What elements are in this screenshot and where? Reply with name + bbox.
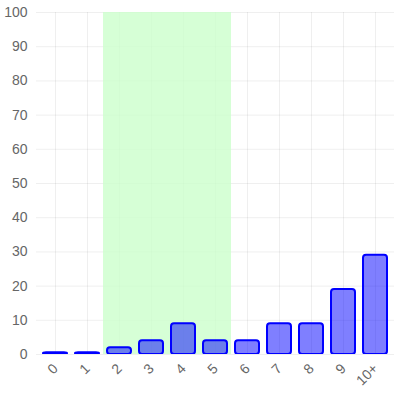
svg-text:8: 8: [300, 360, 317, 377]
svg-text:100: 100: [4, 4, 28, 20]
svg-text:30: 30: [12, 243, 28, 259]
svg-text:6: 6: [236, 360, 253, 377]
svg-text:9: 9: [332, 360, 349, 377]
svg-text:0: 0: [44, 360, 61, 377]
svg-text:50: 50: [12, 175, 28, 191]
svg-text:70: 70: [12, 107, 28, 123]
svg-text:5: 5: [204, 360, 221, 377]
svg-text:4: 4: [172, 360, 189, 377]
svg-text:90: 90: [12, 38, 28, 54]
svg-text:1: 1: [76, 360, 93, 377]
svg-text:20: 20: [12, 278, 28, 294]
svg-text:60: 60: [12, 141, 28, 157]
svg-text:80: 80: [12, 72, 28, 88]
svg-text:3: 3: [140, 360, 157, 377]
svg-text:10+: 10+: [353, 360, 381, 388]
svg-text:7: 7: [268, 360, 285, 377]
svg-text:10: 10: [12, 312, 28, 328]
svg-text:40: 40: [12, 209, 28, 225]
svg-text:0: 0: [20, 346, 28, 362]
svg-text:2: 2: [108, 360, 125, 377]
